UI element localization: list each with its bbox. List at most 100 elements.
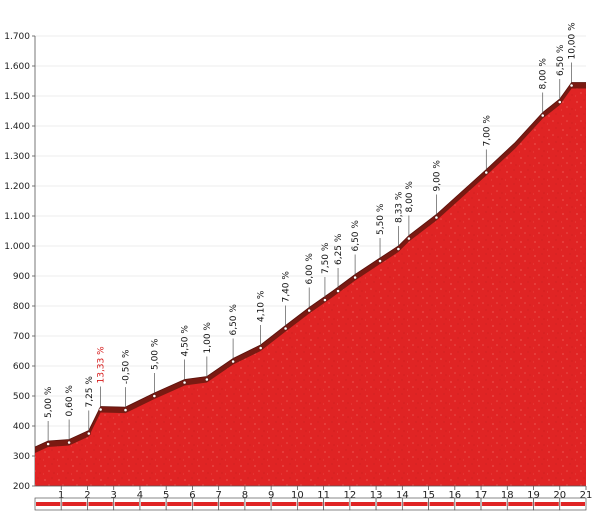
y-tick-label: 700 [13,332,30,342]
km-scale-fill [482,502,507,506]
gradient-label: 6,00 % [305,253,315,285]
y-tick-label: 1.200 [4,182,30,192]
km-scale-fill [403,502,428,506]
y-tick-label: 500 [13,392,30,402]
km-scale-fill [245,502,271,506]
x-tick-label: 11 [317,490,330,501]
km-scale-fill [350,502,376,506]
km-scale-fill [560,502,585,506]
gradient-label: 9,00 % [432,160,442,192]
x-tick-label: 17 [475,490,488,501]
x-axis: 1 2 3 4 5 6 7 8 9 10 11 12 13 14 15 16 17 18 19 20 21 [34,485,592,511]
y-tick-label: 1.600 [4,62,30,72]
gradient-label: 1,00 % [203,322,213,354]
gradient-label: 10,00 % [568,22,578,60]
gradient-marker [307,308,312,313]
x-tick-label: 8 [242,490,248,501]
gradient-label: 4,10 % [257,290,267,322]
gradient-marker [557,100,562,104]
gradient-marker [258,346,263,350]
y-tick-label: 1.100 [4,212,30,222]
gradient-marker [67,440,72,445]
gradient-label: 5,50 % [376,203,386,235]
y-tick-label: 1.500 [4,92,30,102]
gradient-label: 7,00 % [482,115,492,147]
gradient-marker [540,113,545,118]
km-scale-fill [508,502,533,506]
x-tick-label: 21 [580,490,592,501]
gradient-marker [484,170,489,175]
km-scale-fill [140,502,166,506]
x-tick-label: 14 [396,490,409,501]
gradient-label: 13,33 % [97,346,107,384]
gradient-marker [98,407,103,412]
gradient-labels-layer: 5,00 % 0,60 % 7,25 %13,33 % -0,50 % 5,00 % 4,… [44,22,578,446]
y-tick-label: 1.400 [4,122,30,132]
x-tick-label: 13 [370,490,383,501]
y-tick-label: 300 [13,452,30,462]
y-tick-label: 600 [13,362,30,372]
km-scale-fill [455,502,481,506]
gradient-marker [323,298,327,302]
km-scale-fill [62,502,87,506]
x-tick-label: 18 [501,490,514,501]
km-scale-fill [534,502,559,506]
gradient-marker [46,442,51,446]
km-scale-fill [324,502,349,506]
gradient-marker [396,247,401,251]
gradient-marker [204,377,209,382]
gradient-marker [86,431,91,436]
gradient-label: 5,00 % [44,386,54,418]
x-tick-label: 4 [137,490,143,501]
km-scale-fill [36,502,61,506]
y-tick-label: 1.000 [4,242,30,252]
x-tick-label: 19 [527,490,540,501]
x-tick-label: 1 [58,490,64,501]
y-axis: 1.700 1.600 1.500 1.400 1.300 1.200 1.100 1.000… [4,32,36,492]
gradient-label: 5,00 % [150,338,160,370]
x-tick-label: 9 [268,490,274,501]
km-scale-fill [298,502,323,506]
gradient-label: -0,50 % [122,349,132,384]
gradient-label: 8,00 % [539,58,549,90]
km-scale-fill [193,502,218,506]
km-scale-fill [167,502,192,506]
y-tick-label: 1.300 [4,152,30,162]
x-tick-label: 20 [553,490,566,501]
gradient-marker [353,275,358,280]
y-tick-label: 200 [13,482,30,492]
gradient-label: 7,40 % [282,271,292,303]
gradient-label: 6,50 % [351,220,361,252]
gradient-label: 8,33 % [394,191,404,223]
gradient-marker [231,359,235,364]
km-scale-fill [377,502,402,506]
y-tick-label: 900 [13,272,30,282]
km-scale-fill [219,502,244,506]
gradient-label: 6,25 % [334,233,344,265]
gradient-marker [123,408,128,413]
gradient-marker [152,394,157,398]
km-scale-fill [114,502,139,506]
x-tick-label: 3 [111,490,117,501]
gradient-marker [182,380,187,385]
gradient-label: 7,50 % [321,242,331,274]
x-tick-label: 2 [84,490,90,501]
y-tick-label: 400 [13,422,30,432]
gradient-marker [434,215,439,220]
gradient-marker [569,83,574,88]
gradient-marker [378,259,382,263]
y-tick-label: 800 [13,302,30,312]
gradient-label: 6,50 % [556,44,566,76]
km-scale-fill [88,502,113,506]
x-tick-label: 16 [448,490,461,501]
x-tick-label: 6 [189,490,195,501]
gradient-label: 8,00 % [405,181,415,213]
y-tick-label: 1.700 [4,32,30,42]
gradient-label: 7,25 % [85,376,95,408]
x-tick-label: 15 [422,490,435,501]
x-tick-label: 10 [291,490,304,501]
gradient-marker [336,289,340,293]
km-scale-fill [429,502,454,506]
